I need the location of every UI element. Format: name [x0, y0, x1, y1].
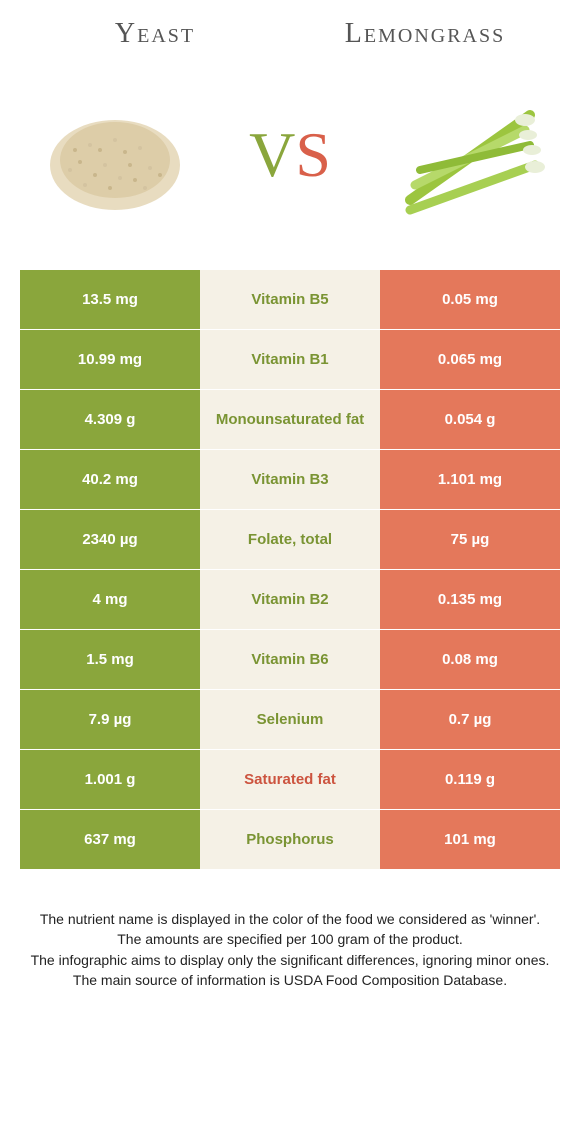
table-row: 13.5 mgVitamin B50.05 mg: [20, 270, 560, 329]
cell-left-value: 637 mg: [20, 810, 200, 869]
cell-left-value: 1.5 mg: [20, 630, 200, 689]
header-titles: Yeast Lemongrass: [0, 0, 580, 60]
footer-line-3: The infographic aims to display only the…: [30, 950, 550, 970]
cell-left-value: 13.5 mg: [20, 270, 200, 329]
table-row: 4.309 gMonounsaturated fat0.054 g: [20, 390, 560, 449]
footer-line-4: The main source of information is USDA F…: [30, 970, 550, 990]
cell-nutrient-label: Vitamin B2: [200, 570, 380, 629]
table-row: 40.2 mgVitamin B31.101 mg: [20, 450, 560, 509]
cell-right-value: 0.135 mg: [380, 570, 560, 629]
cell-right-value: 101 mg: [380, 810, 560, 869]
vs-letter-s: S: [295, 118, 331, 192]
cell-left-value: 40.2 mg: [20, 450, 200, 509]
table-row: 637 mgPhosphorus101 mg: [20, 810, 560, 869]
cell-right-value: 0.119 g: [380, 750, 560, 809]
cell-right-value: 0.05 mg: [380, 270, 560, 329]
table-row: 2340 µgFolate, total75 µg: [20, 510, 560, 569]
cell-left-value: 4 mg: [20, 570, 200, 629]
nutrient-table: 13.5 mgVitamin B50.05 mg10.99 mgVitamin …: [20, 270, 560, 869]
cell-nutrient-label: Phosphorus: [200, 810, 380, 869]
images-row: VS: [0, 60, 580, 270]
cell-left-value: 4.309 g: [20, 390, 200, 449]
infographic-container: Yeast Lemongrass VS: [0, 0, 580, 1010]
cell-right-value: 0.054 g: [380, 390, 560, 449]
yeast-image: [30, 70, 200, 240]
vs-letter-v: V: [249, 118, 295, 192]
cell-nutrient-label: Selenium: [200, 690, 380, 749]
vs-badge: VS: [249, 118, 331, 192]
cell-nutrient-label: Saturated fat: [200, 750, 380, 809]
lemongrass-image: [380, 70, 550, 240]
table-row: 4 mgVitamin B20.135 mg: [20, 570, 560, 629]
footer-line-2: The amounts are specified per 100 gram o…: [30, 929, 550, 949]
cell-left-value: 10.99 mg: [20, 330, 200, 389]
cell-right-value: 1.101 mg: [380, 450, 560, 509]
title-left: Yeast: [20, 18, 290, 50]
cell-nutrient-label: Monounsaturated fat: [200, 390, 380, 449]
cell-nutrient-label: Folate, total: [200, 510, 380, 569]
cell-nutrient-label: Vitamin B5: [200, 270, 380, 329]
cell-left-value: 1.001 g: [20, 750, 200, 809]
table-row: 1.5 mgVitamin B60.08 mg: [20, 630, 560, 689]
cell-right-value: 0.08 mg: [380, 630, 560, 689]
table-row: 10.99 mgVitamin B10.065 mg: [20, 330, 560, 389]
footer-note: The nutrient name is displayed in the co…: [0, 869, 580, 1010]
cell-left-value: 7.9 µg: [20, 690, 200, 749]
footer-line-1: The nutrient name is displayed in the co…: [30, 909, 550, 929]
table-row: 1.001 gSaturated fat0.119 g: [20, 750, 560, 809]
cell-left-value: 2340 µg: [20, 510, 200, 569]
cell-right-value: 75 µg: [380, 510, 560, 569]
cell-nutrient-label: Vitamin B6: [200, 630, 380, 689]
table-row: 7.9 µgSelenium0.7 µg: [20, 690, 560, 749]
yeast-icon: [30, 70, 200, 240]
cell-nutrient-label: Vitamin B1: [200, 330, 380, 389]
lemongrass-icon: [380, 70, 550, 240]
cell-right-value: 0.065 mg: [380, 330, 560, 389]
cell-right-value: 0.7 µg: [380, 690, 560, 749]
cell-nutrient-label: Vitamin B3: [200, 450, 380, 509]
title-right: Lemongrass: [290, 18, 560, 50]
